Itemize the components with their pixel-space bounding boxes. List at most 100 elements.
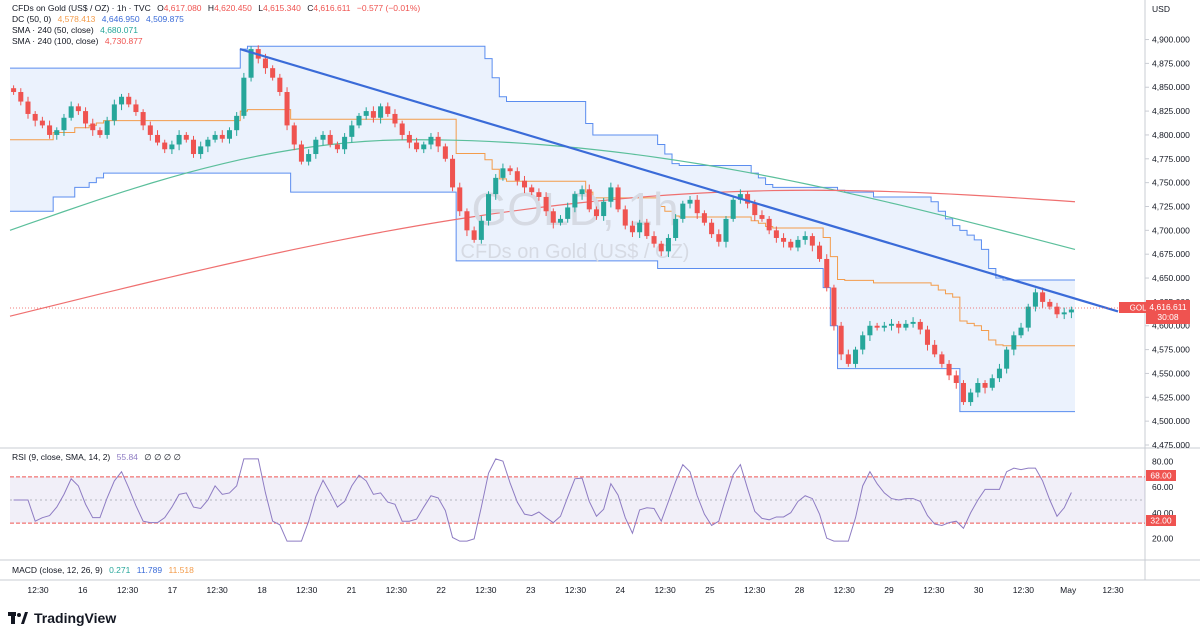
candle	[622, 205, 628, 230]
candle	[781, 233, 787, 248]
time-tick-label: 21	[347, 585, 357, 595]
price-tick-label: 4,875.000	[1152, 58, 1190, 68]
price-tick-label: 4,825.000	[1152, 106, 1190, 116]
tradingview-logo[interactable]: TradingView	[8, 610, 116, 626]
dc-upper	[10, 45, 1075, 281]
candle-body	[1018, 327, 1024, 336]
candle-body	[205, 139, 211, 147]
candle-body	[867, 325, 873, 336]
candle-body	[500, 168, 506, 178]
candle-body	[752, 203, 758, 216]
candle-body	[298, 144, 304, 162]
candle-body	[349, 125, 355, 137]
candle	[284, 87, 290, 131]
candle-body	[514, 171, 520, 181]
current-symbol-label: GOLD	[1130, 304, 1153, 313]
candle	[608, 182, 614, 208]
candle-body	[1011, 335, 1017, 350]
time-tick-label: 23	[526, 585, 536, 595]
rsi-lower-badge: 32.00	[1146, 515, 1176, 526]
dc-legend[interactable]: DC (50, 0) 4,578.413 4,646.950 4,509.875	[12, 14, 188, 25]
candle	[709, 218, 715, 238]
candle	[126, 92, 132, 108]
candle-body	[234, 115, 240, 131]
candle	[766, 216, 772, 235]
countdown-label: 30:08	[1157, 312, 1179, 322]
candle-body	[831, 287, 837, 326]
candle-body	[860, 335, 866, 350]
candle	[75, 103, 81, 115]
candle	[953, 370, 959, 389]
candle	[917, 319, 923, 335]
candle	[320, 131, 326, 146]
candle-body	[903, 323, 909, 328]
time-tick-label: May	[1060, 585, 1077, 595]
rsi-tick-label: 20.00	[1152, 534, 1174, 544]
candle	[982, 380, 988, 394]
candle-body	[838, 325, 844, 355]
candle-body	[61, 117, 67, 131]
candle-body	[190, 139, 197, 155]
candle	[169, 140, 175, 155]
moving-averages	[9, 139, 1076, 317]
candle	[32, 111, 38, 127]
candle	[795, 236, 801, 252]
time-tick-label: 12:30	[565, 585, 587, 595]
candle	[557, 215, 564, 226]
candle-body	[673, 218, 679, 238]
sma100-legend[interactable]: SMA · 240 (100, close) 4,730.877	[12, 36, 147, 47]
candle	[996, 363, 1002, 383]
symbol-title: CFDs on Gold (US$ / OZ) · 1h · TVC	[12, 3, 151, 13]
candle-body	[356, 115, 362, 126]
candle	[824, 254, 830, 292]
candle	[680, 200, 686, 223]
trendline[interactable]	[239, 48, 1119, 313]
candle-body	[557, 218, 564, 223]
candle	[183, 132, 189, 143]
rsi-legend[interactable]: RSI (9, close, SMA, 14, 2) 55.84 ∅ ∅ ∅ ∅	[12, 452, 185, 463]
candle-body	[874, 325, 880, 328]
candle	[881, 321, 887, 332]
candle-body	[737, 194, 743, 200]
donchian-channel	[10, 45, 1075, 413]
sma50-legend[interactable]: SMA · 240 (50, close) 4,680.071	[12, 25, 142, 36]
macd-legend[interactable]: MACD (close, 12, 26, 9) 0.271 11.789 11.…	[12, 565, 198, 576]
time-tick-label: 18	[257, 585, 267, 595]
candle-body	[975, 382, 981, 393]
candle	[342, 133, 348, 155]
candle	[687, 196, 693, 209]
candle-body	[119, 96, 125, 105]
candle-body	[363, 111, 369, 116]
candle-body	[140, 112, 146, 126]
candle-body	[97, 130, 103, 135]
time-tick-label: 28	[795, 585, 805, 595]
candle-body	[910, 321, 916, 324]
rsi-lower-badge-label: 32.00	[1150, 516, 1172, 526]
candle	[140, 109, 146, 131]
candle	[147, 121, 153, 141]
candle	[385, 102, 391, 117]
candle-body	[601, 201, 607, 217]
time-tick-label: 12:30	[117, 585, 139, 595]
price-tick-label: 4,500.000	[1152, 416, 1190, 426]
candle	[730, 196, 736, 222]
symbol-legend[interactable]: CFDs on Gold (US$ / OZ) · 1h · TVC O4,61…	[12, 3, 421, 13]
candle-body	[629, 225, 635, 233]
candle	[18, 88, 24, 106]
candle-body	[25, 101, 31, 114]
candle-body	[183, 134, 189, 140]
candle	[226, 127, 232, 144]
candle	[306, 149, 312, 166]
rsi-tick-label: 40.00	[1152, 508, 1174, 518]
candle-body	[888, 323, 895, 326]
time-tick-label: 29	[884, 585, 894, 595]
candle-body	[996, 368, 1002, 379]
candle-body	[241, 77, 247, 116]
candle	[176, 130, 182, 151]
time-tick-label: 12:30	[207, 585, 229, 595]
candle	[694, 195, 700, 219]
candle-body	[680, 203, 686, 219]
candle-body	[773, 230, 779, 238]
candle-body	[327, 134, 333, 145]
candle	[370, 106, 376, 123]
